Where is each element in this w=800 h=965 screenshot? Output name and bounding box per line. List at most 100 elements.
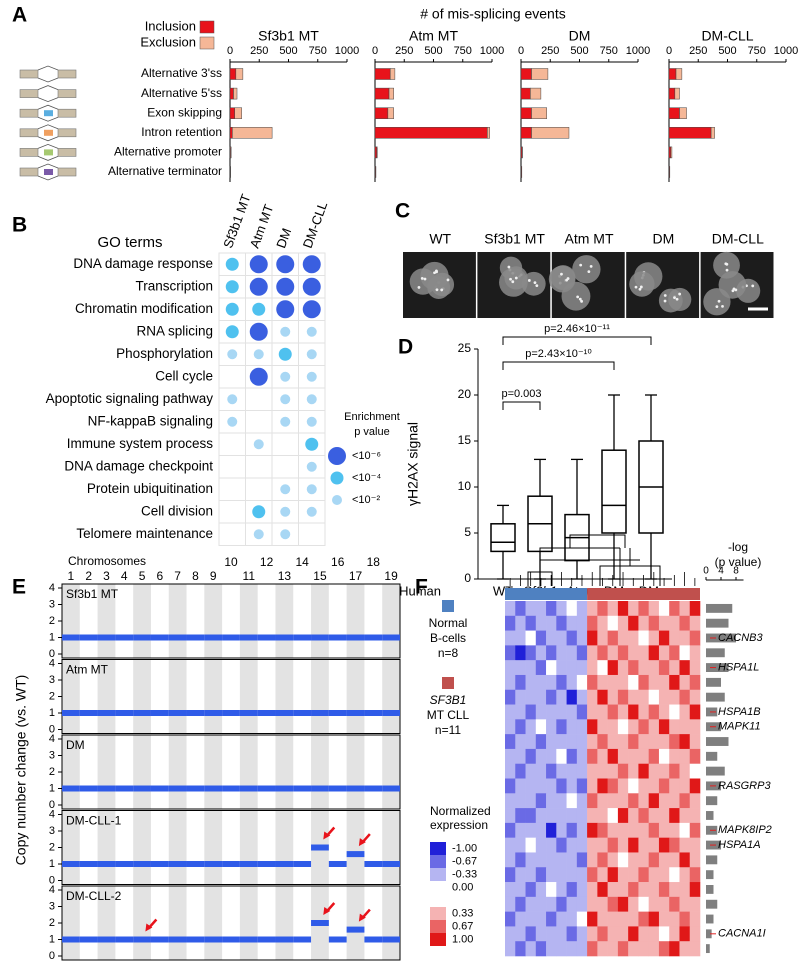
heatmap-cell (546, 852, 557, 868)
heatmap-cell (617, 837, 629, 853)
p-value-bar (706, 796, 718, 806)
heatmap-cell (658, 601, 670, 617)
facet-title: DM (569, 28, 591, 44)
grid-cell (218, 432, 246, 456)
heatmap-cell (587, 748, 598, 765)
heatmap-cell (546, 793, 557, 809)
panel-label: E (12, 576, 26, 599)
heatmap-cell (505, 852, 516, 868)
copy-number-segment (133, 710, 151, 716)
heatmap-cell (525, 882, 537, 898)
copy-number-segment (275, 936, 294, 943)
heatmap-cell (689, 837, 701, 853)
x-tick-label: 15 (313, 569, 327, 583)
heatmap-cell (525, 822, 537, 838)
heatmap-cell (607, 896, 619, 912)
heatmap-cell (669, 896, 680, 912)
heatmap-cell (617, 630, 629, 646)
image-label: WT (429, 231, 451, 247)
group-bar (505, 588, 588, 600)
heatmap-cell (566, 882, 578, 898)
panel-label: A (12, 4, 27, 27)
heatmap-cell (628, 645, 639, 661)
copy-number-segment (311, 634, 329, 641)
heatmap-cell (535, 837, 547, 853)
copy-number-segment (186, 936, 205, 943)
chromosome-shade (275, 659, 294, 734)
grid-cell (218, 455, 246, 479)
heatmap-cell (679, 674, 691, 691)
heatmap-cell (535, 793, 547, 809)
heatmap-cell (587, 615, 598, 631)
heatmap-cell (566, 748, 578, 765)
grid-cell (245, 477, 273, 501)
heatmap-cell (689, 660, 701, 676)
colorbar-label: -0.33 (452, 868, 477, 880)
heatmap-cell (607, 615, 619, 631)
focus (725, 268, 729, 272)
focus (717, 299, 721, 303)
heatmap-cell (546, 689, 557, 705)
x-tick-label: 6 (156, 569, 163, 583)
chromosome-shade (382, 735, 400, 809)
heatmap-cell (679, 793, 691, 809)
heatmap-cell (566, 822, 578, 838)
copy-number-segment (150, 634, 169, 641)
y-tick-label: 3 (49, 900, 55, 912)
heatmap-cell (669, 822, 680, 838)
bar-segment (530, 87, 542, 100)
chromosome-shade (239, 659, 258, 734)
x-tick-label: 8 (192, 569, 199, 583)
p-value-bar (706, 692, 725, 702)
heatmap-cell (505, 615, 516, 631)
bubble (280, 484, 291, 495)
heatmap-cell (556, 645, 567, 661)
y-tick-label: 2 (49, 615, 55, 627)
bubble (278, 347, 292, 361)
image-label: Sf3b1 MT (484, 231, 545, 247)
legend-bubble (328, 447, 346, 465)
heatmap-cell (658, 882, 670, 898)
heatmap-cell (515, 896, 526, 912)
focus (509, 277, 512, 281)
focus (725, 262, 729, 266)
y-tick-label: 3 (49, 825, 55, 837)
heatmap-cell (628, 926, 639, 942)
focus (511, 280, 515, 284)
heatmap-cell (525, 837, 537, 853)
y-tick-label: 2 (49, 841, 55, 853)
panel-label: D (398, 336, 413, 359)
heatmap-cell (505, 896, 516, 912)
group-size: n=8 (438, 646, 459, 660)
heatmap-cell (679, 852, 691, 868)
heatmap-cell (658, 852, 670, 868)
heatmap-cell (679, 615, 691, 631)
heatmap-cell (566, 660, 578, 676)
heatmap-cell (648, 719, 660, 735)
exon (57, 128, 77, 138)
heatmap-cell (597, 941, 608, 957)
heatmap-cell (607, 645, 619, 661)
copy-number-segment (239, 785, 258, 792)
bubble (227, 416, 238, 427)
heatmap-cell (505, 674, 516, 691)
heatmap-cell (566, 674, 578, 691)
track-label: Sf3b1 MT (66, 587, 119, 601)
legend-title: p value (354, 426, 389, 438)
heatmap-cell (515, 615, 526, 631)
bar-segment (229, 127, 233, 139)
exon (57, 148, 77, 157)
heatmap-cell (669, 660, 680, 676)
heatmap-cell (617, 822, 629, 838)
y-axis-title: Copy number change (vs. WT) (13, 675, 29, 866)
heatmap-cell (515, 837, 526, 853)
heatmap-cell (648, 793, 660, 809)
heatmap-cell (648, 689, 660, 705)
heatmap-cell (515, 748, 526, 765)
gene-label: RASGRP3 (718, 780, 771, 792)
bubble (280, 371, 291, 382)
track-label: DM-CLL-1 (66, 814, 122, 828)
heatmap-cell (546, 911, 557, 927)
heatmap-cell (679, 630, 691, 646)
